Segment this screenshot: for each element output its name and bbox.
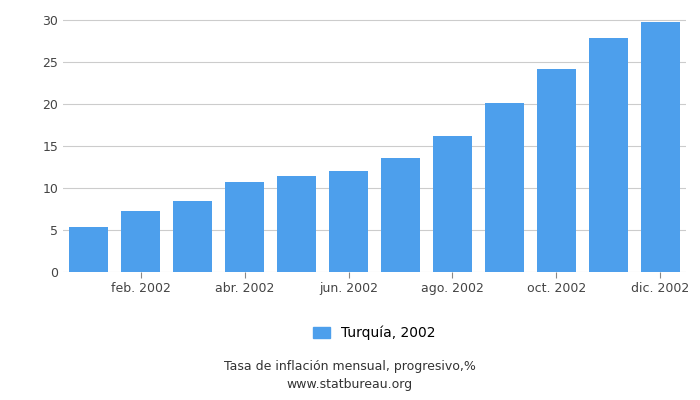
Text: www.statbureau.org: www.statbureau.org xyxy=(287,378,413,391)
Bar xyxy=(640,22,680,272)
Bar xyxy=(381,158,420,272)
Bar xyxy=(537,69,575,272)
Bar xyxy=(121,211,160,272)
Bar xyxy=(277,176,316,272)
Bar xyxy=(589,38,628,272)
Legend: Turquía, 2002: Turquía, 2002 xyxy=(314,326,435,340)
Bar xyxy=(69,227,108,272)
Bar xyxy=(329,170,368,272)
Bar xyxy=(225,182,264,272)
Bar xyxy=(433,136,472,272)
Text: Tasa de inflación mensual, progresivo,%: Tasa de inflación mensual, progresivo,% xyxy=(224,360,476,373)
Bar xyxy=(174,201,212,272)
Bar xyxy=(485,104,524,272)
